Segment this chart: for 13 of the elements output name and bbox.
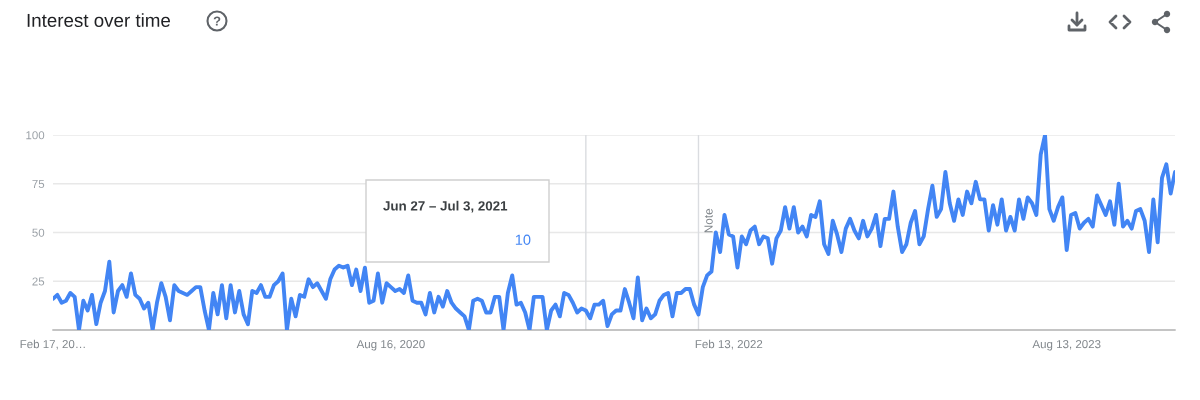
annotation: 10 [515, 234, 531, 245]
chart-title: Interest over time [27, 13, 171, 28]
y-tick-label: 100 [26, 131, 45, 140]
x-tick-label: Aug 16, 2020 [356, 340, 425, 351]
x-tick-label: Feb 17, 20… [20, 339, 85, 350]
x-tick-label: Feb 13, 2022 [695, 339, 763, 350]
ref-line-label: Note [704, 208, 713, 233]
x-tick-label: Aug 13, 2023 [1032, 340, 1101, 351]
annotation: Jun 27 – Jul 3, 2021 [383, 200, 508, 213]
y-tick-label: 50 [32, 228, 45, 237]
y-tick-label: 75 [32, 180, 45, 189]
y-tick-label: 25 [32, 277, 45, 286]
line-series [53, 135, 1175, 330]
